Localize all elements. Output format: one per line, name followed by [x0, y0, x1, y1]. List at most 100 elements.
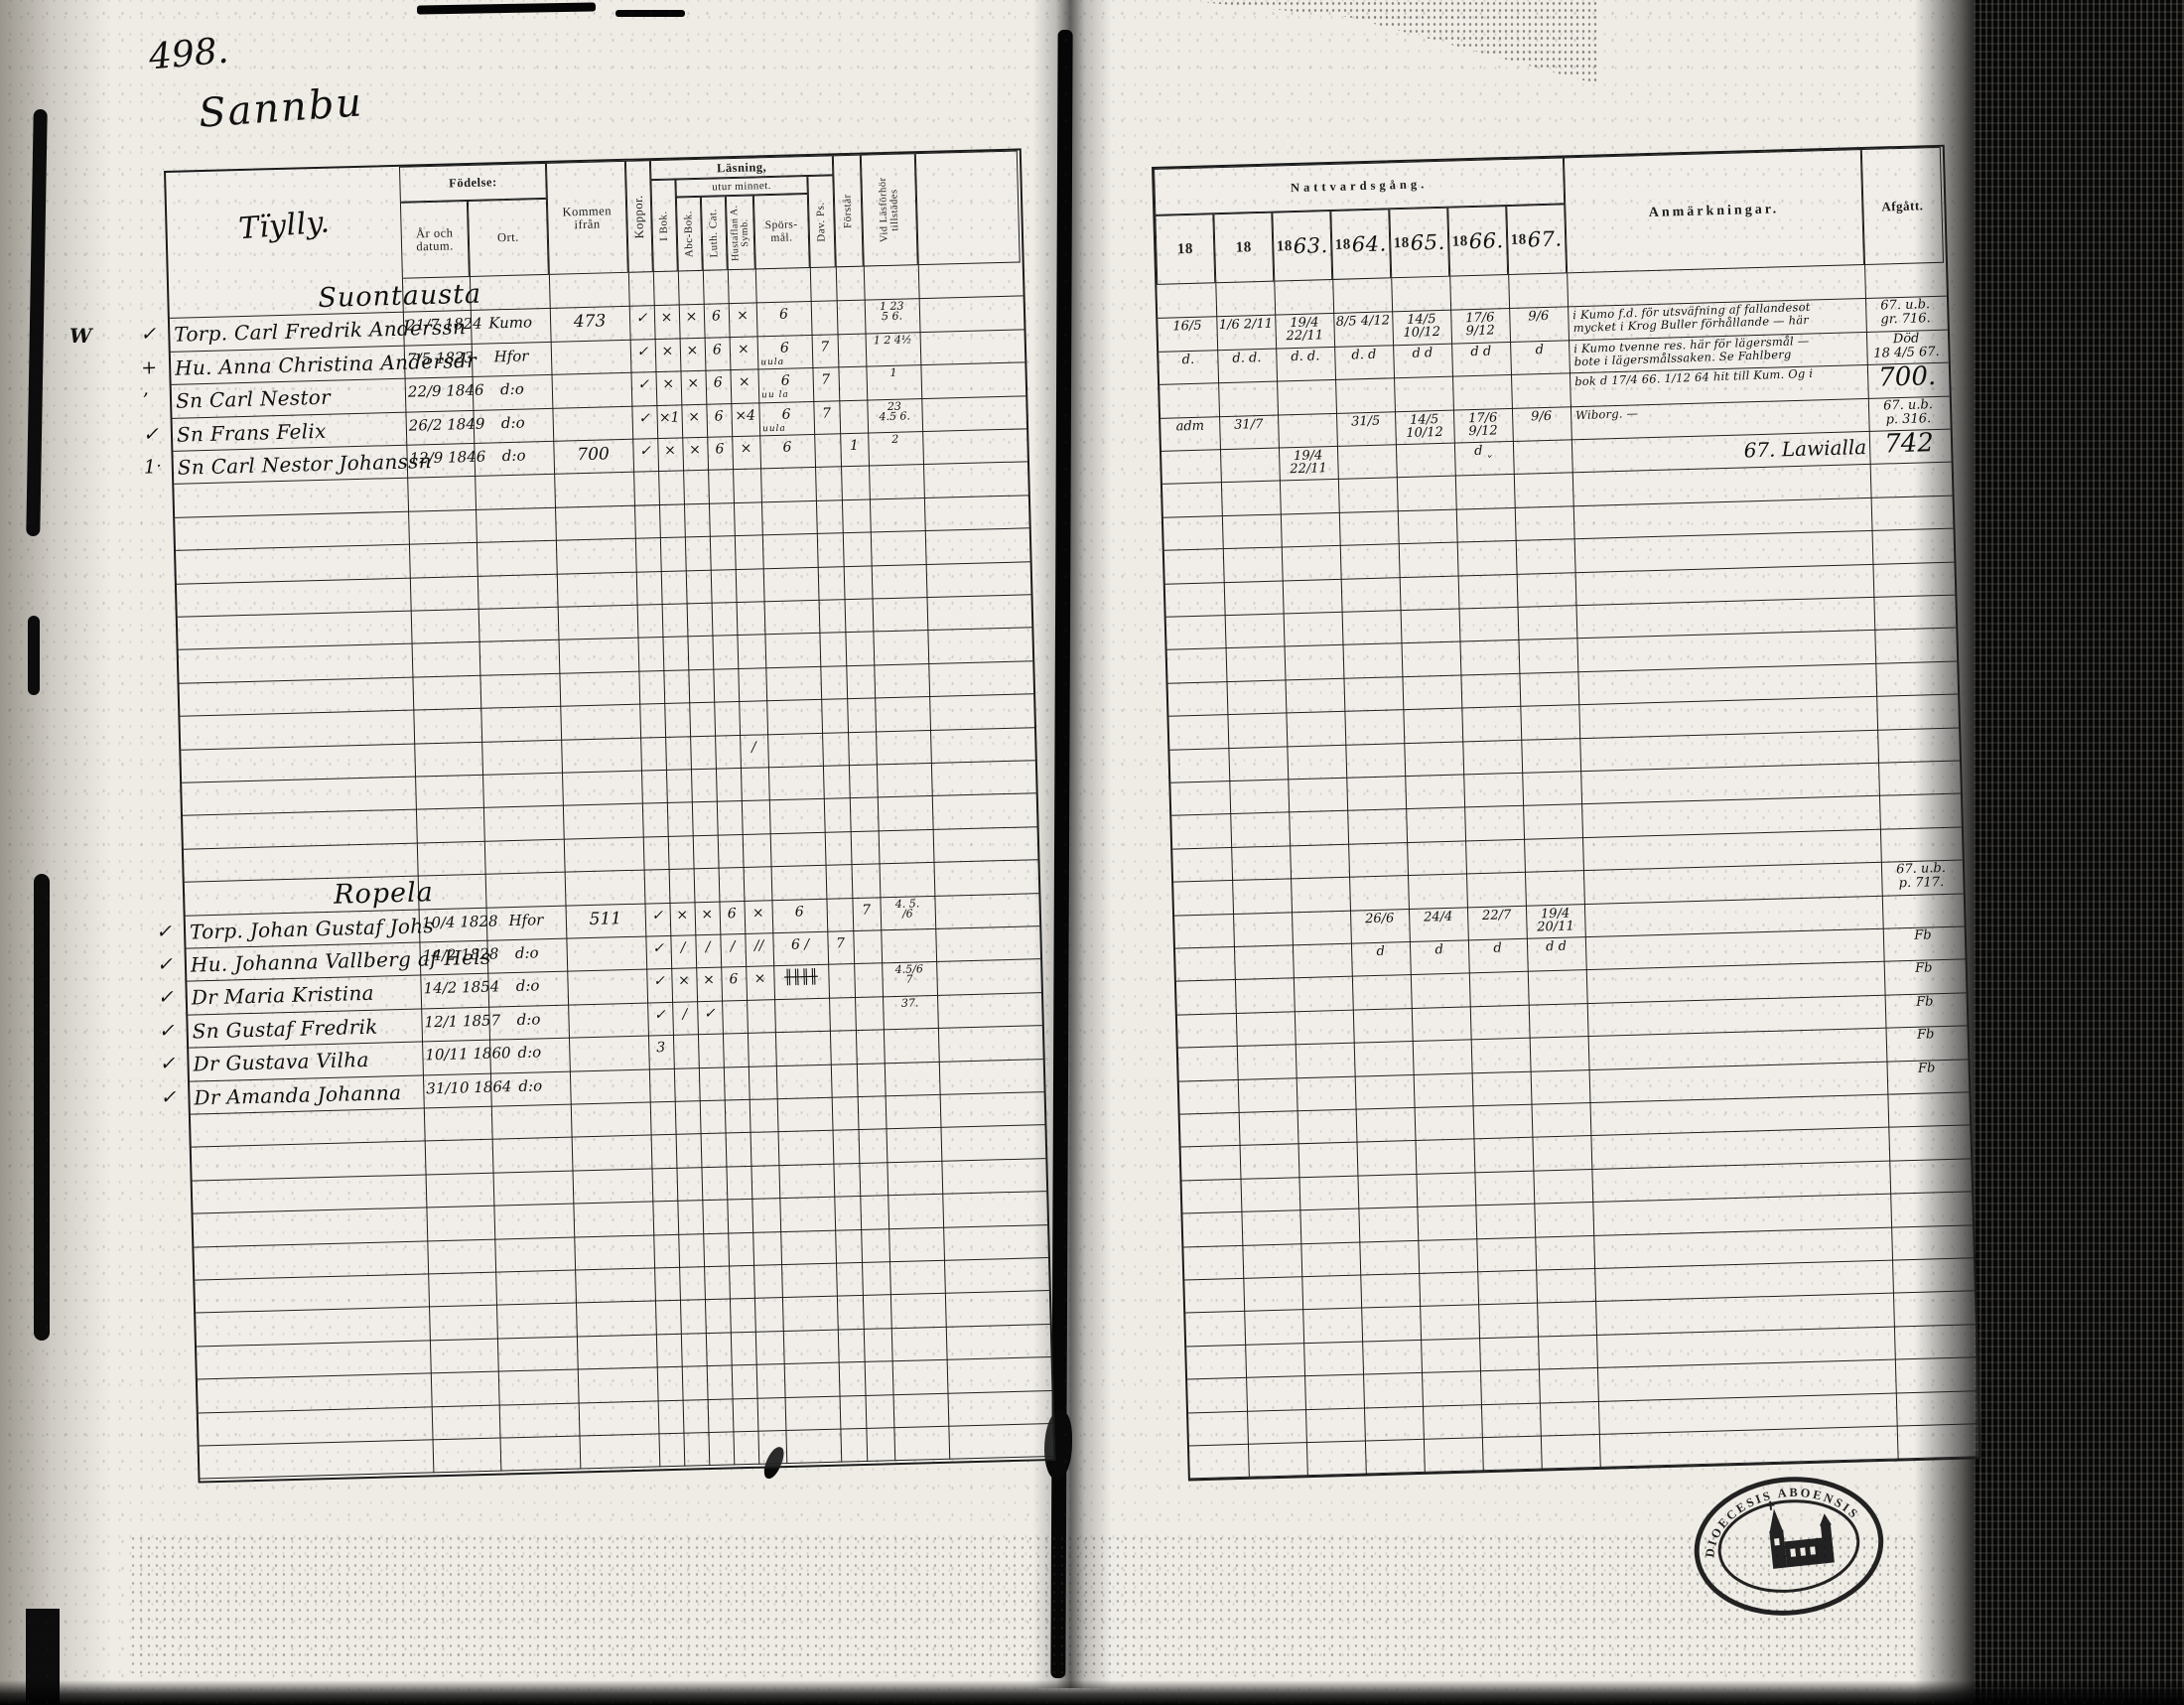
birth-date-header: År och datum. — [399, 201, 470, 279]
right-register-table: Nattvardsgång. 18 18 18 63. 18 64. 18 65. 18 66. 1… — [1152, 144, 1981, 1482]
communion-year-header: 18 — [1213, 212, 1275, 284]
attendance-note: 4.5∕6 7 — [894, 962, 924, 987]
communion-cell: 9/6 — [1528, 309, 1550, 325]
communion-cell: 22/7 — [1481, 907, 1512, 924]
birth-place: d:o — [500, 413, 525, 432]
departed-note: 67. u.b. p. 717. — [1895, 861, 1947, 892]
book-right-edge — [1974, 0, 2184, 1705]
communion-cell: d d — [1412, 345, 1433, 361]
communion-cell: 19/4 20/11 — [1537, 906, 1574, 935]
smallpox-mark: ✓ — [635, 310, 648, 327]
catechism-mark: ∕ — [730, 938, 736, 955]
name-column-header: Tïylly. — [166, 167, 402, 285]
departed-header: Afgått. — [1860, 146, 1945, 265]
come-from-number: 511 — [589, 908, 622, 929]
departed-note: 742 — [1883, 428, 1935, 460]
margin-mark: ✓ — [159, 1053, 176, 1075]
remarks-header: Anmärkningar. — [1563, 149, 1865, 274]
communion-cell: d. d — [1351, 347, 1377, 363]
davids-psalms-header: Dav. Ps. — [807, 175, 836, 268]
person-name: Sn Gustaf Fredrik — [192, 1014, 378, 1044]
communion-cell: 31/5 — [1350, 413, 1381, 430]
margin-mark: ✓ — [140, 323, 157, 347]
scan-top-mark — [416, 2, 597, 15]
year-handwritten: 64. — [1351, 230, 1388, 256]
questions-mark: 6 — [778, 306, 789, 324]
questions-small-note: uula — [760, 356, 785, 368]
catechism-mark: 6 — [729, 971, 739, 988]
person-name: Dr Gustava Vilha — [193, 1048, 369, 1076]
right-table-header: Nattvardsgång. 18 18 18 63. 18 64. 18 65. 18 66. 1… — [1154, 146, 1945, 285]
questions-mark: 6 — [794, 903, 804, 921]
birth-date: 10/4 1828 — [421, 912, 498, 932]
abc-book-mark: × — [687, 375, 700, 392]
communion-cell: 14/5 10/12 — [1406, 411, 1444, 441]
year-printed: 18 — [1393, 234, 1411, 251]
departed-note: Död 18 4/5 67. — [1873, 331, 1940, 361]
communion-cell: d. d. — [1232, 350, 1262, 366]
year-printed: 18 — [1510, 230, 1527, 248]
communion-year-header: 18 63. — [1272, 210, 1333, 282]
understands-mark: 1 — [849, 437, 860, 455]
person-name: Torp. Carl Fredrik Anderssn — [174, 315, 467, 348]
communion-cell: 17/6 9/12 — [1467, 409, 1498, 439]
spare-column-header — [914, 150, 1021, 266]
birth-place: Hfor — [493, 347, 529, 366]
communion-cell: 19/4 22/11 — [1286, 315, 1324, 345]
smallpox-mark: ✓ — [638, 443, 652, 460]
birth-date: 31/10 1864 — [426, 1076, 512, 1097]
communion-cell: 24/4 — [1423, 909, 1453, 925]
birth-place: d:o — [499, 379, 524, 399]
birth-place: d:o — [515, 976, 540, 996]
in-book-mark: × — [660, 310, 673, 327]
birth-date: 22/9 1846 — [407, 380, 484, 401]
margin-mark: ✓ — [157, 986, 175, 1009]
table-symbols-header: Hustaflan A. Symb. — [725, 195, 755, 271]
communion-cell: d d — [1545, 938, 1568, 955]
communion-cell: d d — [1470, 344, 1492, 359]
table-symbols-mark: × — [751, 905, 764, 922]
table-symbols-mark: ×4 — [735, 407, 756, 424]
archive-stamp: DIOECESIS ABOENSIS — [1694, 1477, 1884, 1616]
abc-book-mark: × — [702, 972, 716, 989]
birth-date: 21/7 1824 — [405, 315, 483, 336]
communion-cell: d — [1535, 342, 1545, 358]
birth-place: d:o — [518, 1075, 543, 1095]
attendance-note: 4. 5. ∕6 — [894, 896, 920, 921]
questions-header: Spörs-mål. — [752, 194, 810, 270]
smallpox-mark: ✓ — [652, 973, 666, 990]
catechism-mark: 6 — [727, 905, 737, 922]
person-name: Dr Maria Kristina — [191, 981, 375, 1010]
catechism-mark: 6 — [715, 441, 725, 458]
birth-group-header: Födelse: — [398, 162, 547, 203]
come-from-number: 700 — [577, 444, 611, 466]
birth-place: d:o — [517, 1043, 542, 1063]
understands-mark: 7 — [862, 902, 872, 919]
margin-mark: ✓ — [155, 920, 173, 943]
church-icon — [1766, 1500, 1835, 1569]
table-symbols-mark: ∕ — [751, 739, 756, 756]
catechism-mark: 6 — [714, 407, 724, 425]
birth-place: d:o — [501, 446, 526, 466]
margin-mark: + — [140, 356, 158, 379]
remark-script-note: 67. Lawialla — [1743, 435, 1867, 463]
person-name: Dr Amanda Johanna — [194, 1079, 402, 1110]
communion-year-header: 18 66. — [1447, 206, 1509, 277]
margin-mark: ✓ — [156, 953, 174, 976]
questions-mark: 6 — [782, 439, 792, 456]
communion-cell: adm — [1175, 418, 1205, 435]
abc-book-mark: ∕ — [705, 938, 711, 955]
in-book-mark: × — [676, 907, 689, 924]
attendance-note: 1 23 5 6. — [879, 299, 904, 324]
smallpox-mark: ✓ — [636, 344, 649, 360]
departed-note: 67. u.b. p. 316. — [1882, 396, 1934, 428]
page-title-handwritten: Sannbu — [197, 79, 365, 137]
in-book-mark: ∕ — [680, 939, 686, 956]
communion-year-header: 18 64. — [1330, 209, 1392, 280]
understands-header: Förstår — [832, 154, 864, 268]
questions-small-note: uu la — [761, 389, 789, 401]
margin-letter: W — [69, 324, 92, 348]
in-book-mark: × — [662, 375, 675, 393]
communion-cell: 9/6 — [1530, 408, 1553, 425]
